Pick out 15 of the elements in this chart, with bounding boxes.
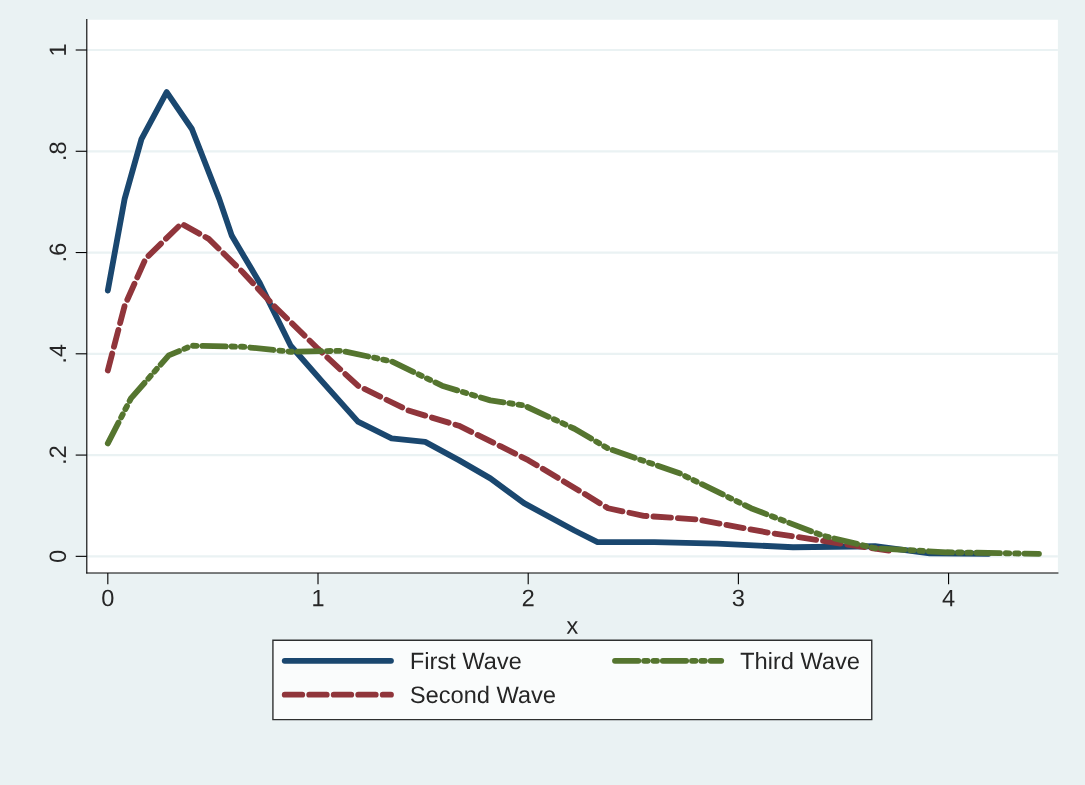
y-tick-label: .6 xyxy=(49,243,67,261)
x-tick-label: 4 xyxy=(942,589,955,607)
legend-label: First Wave xyxy=(411,652,521,670)
y-tick-label: .2 xyxy=(49,446,66,463)
x-tick-label: 2 xyxy=(522,589,534,607)
y-tick-label: 1 xyxy=(49,44,66,55)
legend-label: Second Wave xyxy=(410,685,555,704)
x-tick-label: 1 xyxy=(313,589,324,607)
y-tick-label: .8 xyxy=(49,142,67,159)
y-tick-label: 0 xyxy=(49,550,67,562)
legend-label: Third Wave xyxy=(740,652,859,670)
x-tick-label: 0 xyxy=(102,589,114,607)
x-axis-title: x xyxy=(566,621,578,634)
x-tick-label: 3 xyxy=(732,589,744,607)
y-tick-label: .4 xyxy=(49,344,66,362)
